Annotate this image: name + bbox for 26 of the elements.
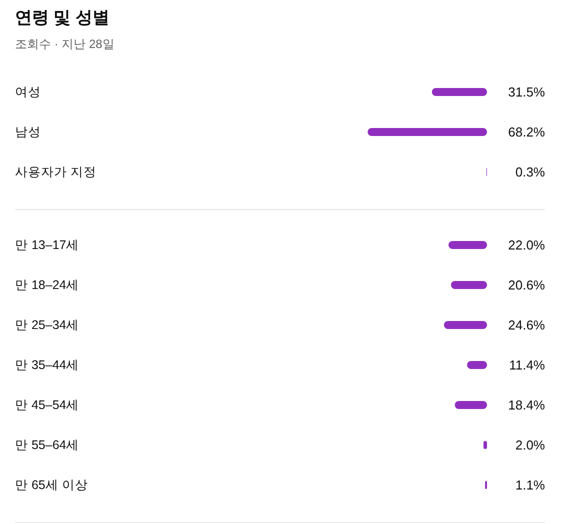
data-label: 68.2% [508, 124, 546, 140]
y-tick-label: 만 65세 이상 [15, 478, 88, 492]
bar [450, 281, 487, 289]
y-tick-label: 만 45–54세 [15, 398, 80, 412]
data-label: 31.5% [508, 84, 546, 100]
data-label: 18.4% [508, 398, 546, 412]
y-tick-label: 만 35–44세 [15, 358, 80, 372]
y-tick-label: 여성 [15, 85, 41, 99]
bar [454, 401, 487, 409]
data-label: 11.4% [509, 358, 546, 372]
data-label: 20.6% [508, 278, 546, 292]
data-label: 22.0% [508, 238, 546, 252]
text: 연령 및 성별 [15, 8, 110, 27]
y-tick-label: 사용자가 지정 [15, 165, 96, 179]
bar [448, 241, 487, 249]
y-tick-label: 만 13–17세 [15, 238, 80, 252]
data-label: 24.6% [508, 318, 546, 332]
data-label: 2.0% [515, 438, 546, 452]
y-tick-label: 만 55–64세 [15, 438, 80, 452]
y-tick-label: 남성 [15, 125, 41, 139]
data-label: 0.3% [515, 164, 546, 180]
y-tick-label: 만 18–24세 [15, 278, 80, 292]
bar [444, 321, 487, 329]
data-label: 1.1% [515, 478, 546, 492]
text: 조회수 · 지난 28일 [15, 37, 114, 51]
y-tick-label: 만 25–34세 [15, 318, 80, 332]
